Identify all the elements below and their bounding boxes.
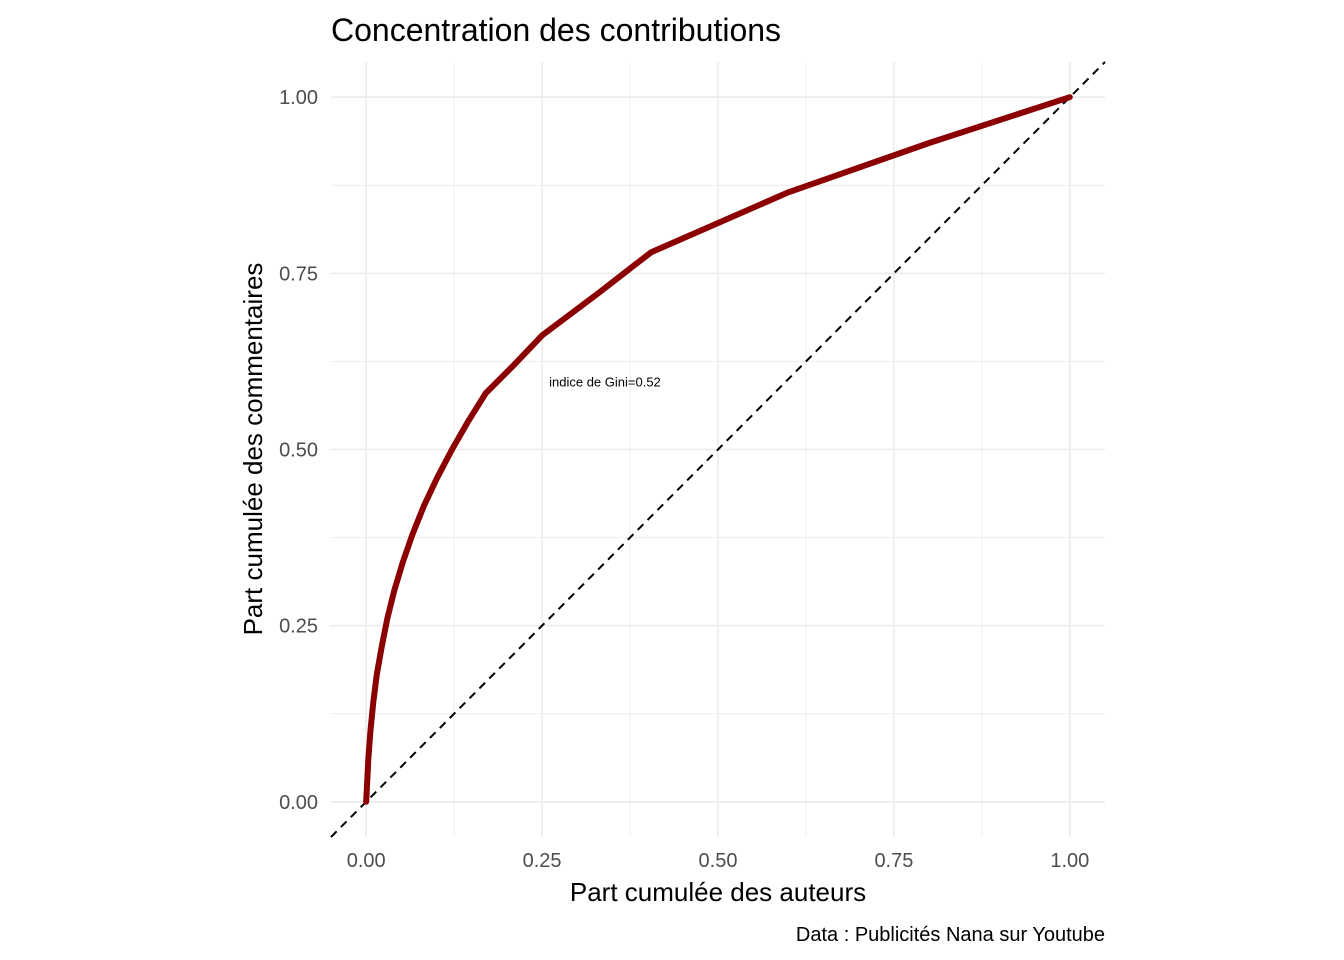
y-tick-label: 0.75 [279,263,318,285]
chart-title: Concentration des contributions [331,12,781,48]
y-tick-label: 0.25 [279,616,318,638]
y-tick-label: 1.00 [279,87,318,109]
x-tick-label: 0.00 [347,850,386,872]
y-axis-ticks: 0.00 0.25 0.50 0.75 1.00 [279,87,318,814]
x-tick-label: 0.75 [874,850,913,872]
x-axis-ticks: 0.00 0.25 0.50 0.75 1.00 [347,850,1090,872]
y-axis-title: Part cumulée des commentaires [238,263,268,636]
x-tick-label: 0.25 [523,850,562,872]
y-tick-label: 0.00 [279,792,318,814]
equality-line [330,61,1106,838]
y-tick-label: 0.50 [279,440,318,462]
series-layer [363,94,1073,805]
lorenz-curve [363,94,1073,805]
reference-line-layer [330,61,1106,838]
grid [331,62,1105,837]
x-tick-label: 0.50 [699,850,738,872]
x-tick-label: 1.00 [1050,850,1089,872]
x-axis-title: Part cumulée des auteurs [570,877,866,907]
chart-caption: Data : Publicités Nana sur Youtube [796,924,1105,946]
gini-annotation: indice de Gini=0.52 [549,375,661,390]
